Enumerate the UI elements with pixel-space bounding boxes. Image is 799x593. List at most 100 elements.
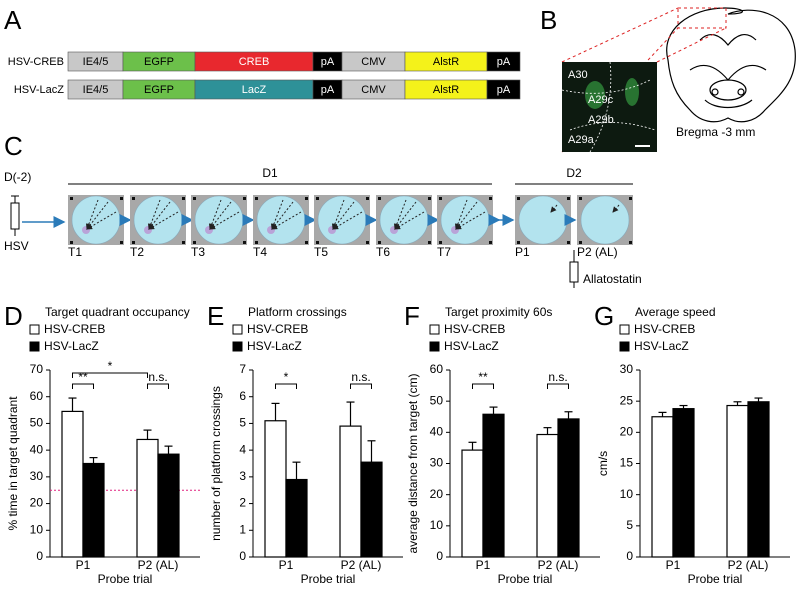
trial-label: T3 bbox=[191, 245, 205, 259]
legend-label: HSV-LacZ bbox=[444, 339, 499, 353]
x-tick-label: P1 bbox=[76, 558, 91, 572]
cue bbox=[567, 241, 570, 244]
chart-title: Target proximity 60s bbox=[445, 305, 552, 319]
cue bbox=[366, 197, 369, 200]
significance-label: n.s. bbox=[148, 370, 167, 384]
pool bbox=[71, 195, 121, 245]
significance-label: ** bbox=[78, 370, 88, 384]
y-tick-label: 1 bbox=[239, 522, 246, 536]
swim-path bbox=[550, 204, 558, 213]
y-tick-label: 25 bbox=[620, 393, 634, 407]
bar bbox=[360, 461, 383, 558]
cue bbox=[305, 241, 308, 244]
cue bbox=[517, 197, 520, 200]
y-tick-label: 40 bbox=[30, 442, 44, 456]
y-tick-label: 10 bbox=[30, 522, 44, 536]
construct-element bbox=[486, 79, 521, 100]
significance-bracket bbox=[472, 383, 494, 389]
element-label: pA bbox=[497, 84, 511, 96]
drug-label: Allatostatin bbox=[583, 272, 642, 286]
x-tick-label: P2 (AL) bbox=[138, 558, 179, 572]
y-tick-label: 50 bbox=[430, 393, 444, 407]
x-axis-label: Probe trial bbox=[301, 572, 356, 586]
brain-drawing bbox=[666, 7, 796, 123]
bar bbox=[339, 425, 362, 558]
x-axis-label: Probe trial bbox=[498, 572, 553, 586]
syringe-icon bbox=[10, 195, 579, 288]
cue bbox=[132, 197, 135, 200]
cue bbox=[378, 197, 381, 200]
swim-path bbox=[271, 211, 302, 230]
cue bbox=[428, 197, 431, 200]
y-tick-label: 30 bbox=[430, 456, 444, 470]
trial-label: T2 bbox=[130, 245, 144, 259]
cue bbox=[70, 241, 73, 244]
y-tick-label: 50 bbox=[30, 416, 44, 430]
y-tick-label: 70 bbox=[30, 362, 44, 376]
histology-inset bbox=[561, 61, 657, 153]
element-label: AlstR bbox=[433, 84, 459, 96]
cue bbox=[243, 197, 246, 200]
element-label: EGFP bbox=[144, 56, 174, 68]
water-maze bbox=[191, 195, 247, 245]
x-tick-label: P1 bbox=[476, 558, 491, 572]
pool bbox=[580, 195, 630, 245]
legend-swatch bbox=[429, 324, 440, 335]
y-tick-label: 20 bbox=[620, 425, 634, 439]
y-tick-label: 30 bbox=[620, 362, 634, 376]
cue bbox=[366, 241, 369, 244]
bar bbox=[461, 449, 484, 558]
y-tick-label: 40 bbox=[430, 425, 444, 439]
caption: Bregma -3 mm bbox=[676, 125, 755, 139]
y-tick-label: 15 bbox=[620, 456, 634, 470]
element-label: EGFP bbox=[144, 84, 174, 96]
y-tick-label: 6 bbox=[239, 389, 246, 403]
pool bbox=[317, 195, 367, 245]
panel-letter: B bbox=[540, 5, 557, 35]
cue bbox=[182, 197, 185, 200]
element-label: pA bbox=[321, 56, 335, 68]
significance-label: * bbox=[284, 370, 289, 384]
y-tick-label: 10 bbox=[620, 487, 634, 501]
water-maze bbox=[515, 195, 571, 245]
y-tick-label: 0 bbox=[626, 549, 633, 563]
y-tick-label: 4 bbox=[239, 442, 246, 456]
legend-swatch bbox=[619, 341, 630, 352]
bar bbox=[672, 408, 695, 558]
legend-label: HSV-CREB bbox=[444, 322, 505, 336]
cue bbox=[439, 241, 442, 244]
panel-letter: F bbox=[404, 301, 420, 331]
bar bbox=[61, 410, 84, 558]
pool bbox=[440, 195, 490, 245]
element-label: LacZ bbox=[242, 84, 267, 96]
legend-label: HSV-CREB bbox=[44, 322, 105, 336]
bar bbox=[82, 462, 105, 558]
legend-label: HSV-LacZ bbox=[44, 339, 99, 353]
bar bbox=[157, 453, 180, 558]
y-tick-label: 60 bbox=[430, 362, 444, 376]
chart-title: Platform crossings bbox=[248, 305, 347, 319]
platform bbox=[267, 226, 275, 234]
cue bbox=[579, 241, 582, 244]
cue bbox=[439, 197, 442, 200]
water-maze bbox=[130, 195, 186, 245]
bar bbox=[726, 404, 749, 558]
legend-label: HSV-LacZ bbox=[634, 339, 689, 353]
bar bbox=[536, 433, 559, 558]
panel-letter: C bbox=[4, 131, 23, 161]
y-tick-label: 30 bbox=[30, 469, 44, 483]
y-tick-label: 60 bbox=[30, 389, 44, 403]
y-tick-label: 20 bbox=[430, 487, 444, 501]
legend-swatch bbox=[619, 324, 630, 335]
x-tick-label: P2 (AL) bbox=[728, 558, 769, 572]
region-label: A29a bbox=[568, 134, 595, 146]
construct-name: HSV-CREB bbox=[8, 56, 64, 68]
cue bbox=[120, 241, 123, 244]
pool bbox=[379, 195, 429, 245]
x-tick-label: P1 bbox=[666, 558, 681, 572]
cue bbox=[629, 241, 632, 244]
legend-swatch bbox=[232, 324, 243, 335]
platform bbox=[144, 226, 152, 234]
y-tick-label: 10 bbox=[430, 518, 444, 532]
